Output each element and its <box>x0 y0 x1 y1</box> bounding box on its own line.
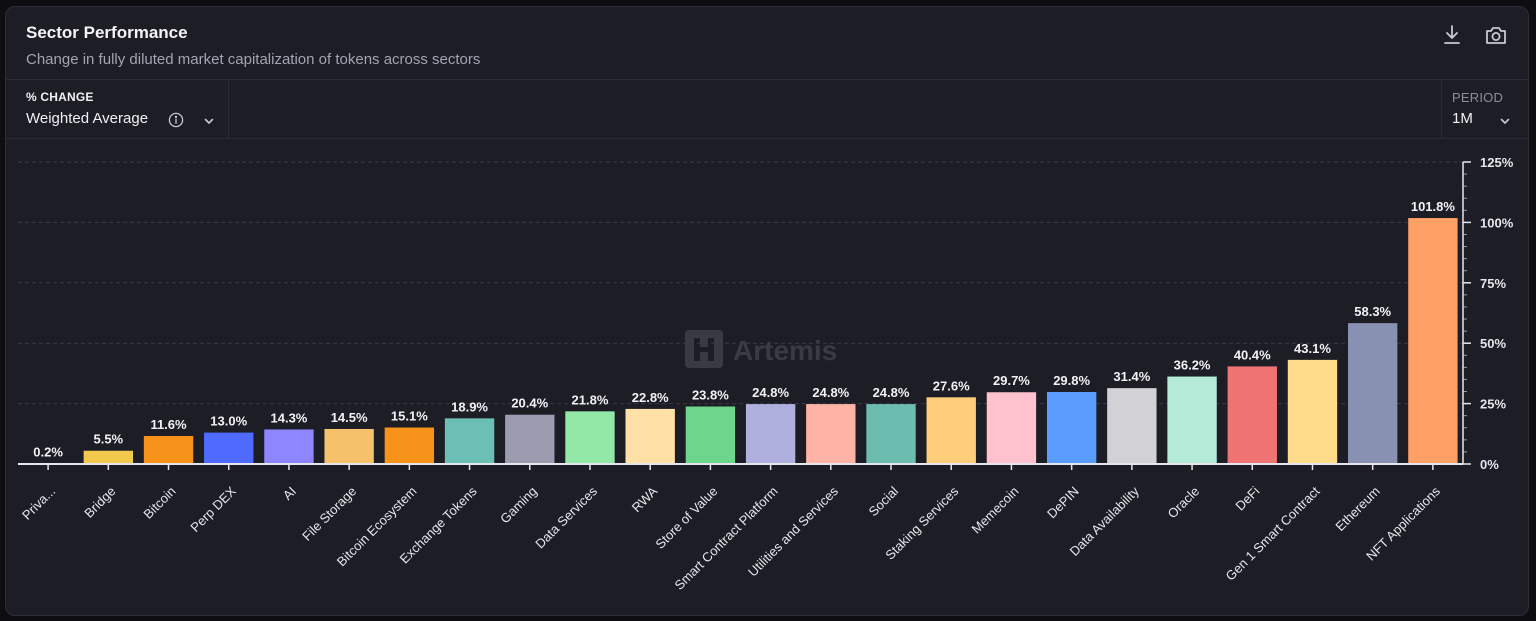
data-label: 22.8% <box>632 390 669 405</box>
x-tick-label: Gaming <box>497 484 540 527</box>
period-value: 1M <box>1452 110 1473 127</box>
data-label: 15.1% <box>391 409 428 424</box>
chart-controls: % CHANGE Weighted Average PERIOD 1M <box>6 79 1528 139</box>
data-label: 24.8% <box>873 385 910 400</box>
data-label: 36.2% <box>1174 358 1211 373</box>
period-label: PERIOD <box>1452 90 1504 105</box>
svg-text:Artemis: Artemis <box>733 335 837 366</box>
data-label: 40.4% <box>1234 347 1271 362</box>
bar <box>384 427 435 464</box>
chart-subtitle: Change in fully diluted market capitaliz… <box>26 51 481 68</box>
x-tick-label: Priva... <box>19 484 58 523</box>
sector-performance-card: Sector Performance Change in fully dilut… <box>5 6 1529 616</box>
x-tick-label: Store of Value <box>652 484 720 552</box>
bar <box>745 404 796 464</box>
data-label: 24.8% <box>752 385 789 400</box>
x-tick-label: Memecoin <box>969 484 1022 537</box>
bar <box>1046 392 1097 464</box>
y-tick-label: 0% <box>1480 457 1499 472</box>
data-label: 0.2% <box>33 444 63 459</box>
data-label: 27.6% <box>933 378 970 393</box>
bar <box>866 404 916 464</box>
change-type-dropdown[interactable]: % CHANGE Weighted Average <box>6 80 229 138</box>
data-label: 24.8% <box>812 385 849 400</box>
period-dropdown[interactable]: PERIOD 1M <box>1441 80 1528 138</box>
bar <box>926 397 976 464</box>
x-tick-label: Perp DEX <box>187 483 239 535</box>
y-tick-label: 125% <box>1480 155 1514 170</box>
data-label: 43.1% <box>1294 341 1331 356</box>
bar <box>1408 218 1458 464</box>
bar <box>685 406 736 464</box>
x-tick-label: DePIN <box>1044 484 1082 522</box>
x-tick-label: Ethereum <box>1332 484 1382 534</box>
x-tick-label: File Storage <box>299 484 359 544</box>
bar <box>83 450 133 464</box>
x-tick-label: RWA <box>629 483 661 515</box>
x-tick-label: DeFi <box>1232 483 1262 513</box>
bar <box>1167 376 1217 464</box>
data-label: 21.8% <box>572 392 609 407</box>
data-label: 18.9% <box>451 399 488 414</box>
x-tick-label: Oracle <box>1164 484 1202 522</box>
x-tick-label: Social <box>865 483 901 519</box>
bar <box>1227 366 1277 464</box>
data-label: 29.7% <box>993 373 1030 388</box>
data-label: 14.5% <box>331 410 368 425</box>
x-tick-label: AI <box>280 484 299 503</box>
bar <box>806 404 856 464</box>
chevron-down-icon <box>203 114 215 126</box>
bar <box>324 428 374 464</box>
data-label: 5.5% <box>93 432 123 447</box>
bar <box>1107 388 1157 464</box>
x-tick-label: Data Services <box>532 483 600 551</box>
data-label: 101.8% <box>1411 199 1456 214</box>
chart-title: Sector Performance <box>26 23 188 42</box>
bar <box>444 418 495 464</box>
camera-icon[interactable] <box>1484 23 1508 47</box>
bar <box>204 432 254 464</box>
data-label: 31.4% <box>1113 369 1150 384</box>
data-label: 58.3% <box>1354 304 1391 319</box>
data-label: 14.3% <box>271 410 308 425</box>
y-tick-label: 25% <box>1480 397 1506 412</box>
chevron-down-icon <box>1499 114 1511 126</box>
bar <box>505 414 555 464</box>
x-tick-label: Smart Contract Platform <box>672 484 781 593</box>
artemis-watermark: Artemis <box>685 330 837 368</box>
download-icon[interactable] <box>1440 23 1464 47</box>
y-tick-label: 50% <box>1480 336 1506 351</box>
bar <box>1348 323 1398 464</box>
y-tick-label: 100% <box>1480 215 1514 230</box>
data-label: 13.0% <box>210 414 247 429</box>
bar <box>264 429 314 464</box>
data-label: 11.6% <box>150 417 187 432</box>
x-tick-label: Bitcoin <box>140 484 178 522</box>
change-type-label: % CHANGE <box>26 90 94 104</box>
bar <box>625 408 675 464</box>
data-label: 20.4% <box>511 396 548 411</box>
bar <box>986 392 1037 464</box>
data-label: 29.8% <box>1053 373 1090 388</box>
x-tick-label: Bridge <box>81 484 118 521</box>
change-type-value: Weighted Average <box>26 110 149 127</box>
data-label: 23.8% <box>692 387 729 402</box>
sector-bar-chart: Artemis 0% 25% 50% 75% 100% 125% 0.2% Priva... 5.… <box>18 155 1514 593</box>
bar <box>143 435 194 464</box>
bar <box>565 411 615 464</box>
y-tick-label: 75% <box>1480 276 1506 291</box>
bar <box>1287 359 1338 464</box>
info-icon[interactable] <box>168 112 184 128</box>
